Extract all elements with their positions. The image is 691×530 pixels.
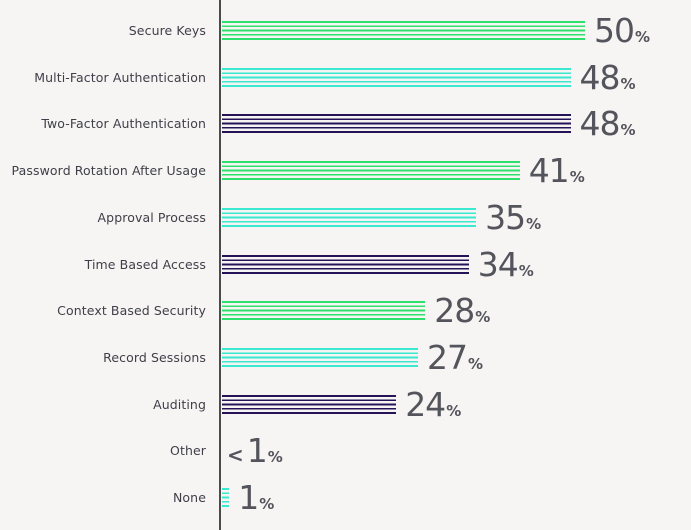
plot-area: 50%: [220, 14, 691, 47]
percent-sign: %: [635, 27, 651, 46]
chart-row: None 1%: [0, 474, 691, 521]
value-number: 34: [477, 244, 519, 284]
plot-area: 24%: [220, 388, 691, 421]
bar: [222, 348, 418, 367]
chart-row: Multi-Factor Authentication 48%: [0, 54, 691, 101]
value-label: 48%: [580, 107, 636, 140]
category-label: Two-Factor Authentication: [41, 116, 206, 132]
chart-row: Password Rotation After Usage 41%: [0, 147, 691, 194]
less-than-sign: <: [227, 443, 244, 468]
value-number: 41: [528, 151, 570, 191]
bar: [222, 114, 571, 134]
value-label: 28%: [434, 294, 490, 327]
percent-sign: %: [620, 121, 636, 140]
value-number: 27: [427, 338, 468, 377]
bar: [222, 488, 230, 508]
value-label: 48%: [580, 61, 636, 94]
bar: [222, 301, 426, 321]
category-label: Approval Process: [97, 209, 206, 225]
category-label: Context Based Security: [57, 303, 206, 319]
plot-area: 27%: [220, 341, 691, 374]
value-label: 35%: [485, 201, 541, 234]
bar: [222, 20, 585, 40]
value-label: 27%: [427, 341, 483, 374]
y-axis-line: [219, 0, 221, 530]
value-label: 1%: [238, 481, 274, 514]
category-label: Secure Keys: [128, 22, 206, 38]
value-number: 24: [405, 384, 446, 424]
category-label: Record Sessions: [103, 350, 206, 365]
category-label: Auditing: [153, 396, 206, 412]
plot-area: 48%: [220, 61, 691, 94]
plot-area: 41%: [220, 154, 691, 187]
chart-row: Time Based Access 34%: [0, 241, 691, 288]
percent-sign: %: [569, 168, 585, 187]
category-label: Other: [170, 443, 206, 459]
bar: [222, 67, 571, 87]
plot-area: <1%: [220, 434, 691, 467]
bar: [222, 394, 397, 414]
category-label: None: [172, 490, 206, 506]
category-label: Password Rotation After Usage: [11, 163, 206, 179]
plot-area: 34%: [220, 248, 691, 281]
chart-row: Auditing 24%: [0, 381, 691, 428]
category-label: Time Based Access: [84, 256, 206, 272]
chart-row: Two-Factor Authentication 48%: [0, 100, 691, 147]
value-number: 35: [485, 197, 526, 237]
percent-sign: %: [468, 355, 484, 373]
value-label: 50%: [594, 14, 650, 47]
percent-sign: %: [620, 74, 636, 93]
value-number: 28: [434, 291, 475, 331]
percent-sign: %: [267, 448, 283, 467]
plot-area: 28%: [220, 294, 691, 327]
bar: [222, 161, 520, 181]
plot-area: 1%: [220, 481, 691, 514]
value-number: 48: [579, 104, 621, 144]
value-label: 34%: [478, 248, 534, 281]
chart-row: Secure Keys 50%: [0, 7, 691, 54]
bar: [222, 207, 477, 227]
percent-sign: %: [259, 495, 275, 514]
percent-sign: %: [446, 401, 462, 420]
chart-row: Approval Process 35%: [0, 194, 691, 241]
value-label: 41%: [529, 154, 585, 187]
value-number: 1: [246, 431, 268, 471]
value-number: 1: [238, 478, 259, 518]
percent-sign: %: [518, 261, 534, 280]
value-label: 24%: [405, 388, 461, 421]
category-label: Multi-Factor Authentication: [34, 69, 206, 85]
percent-sign: %: [526, 214, 542, 233]
percent-sign: %: [475, 308, 491, 327]
plot-area: 48%: [220, 107, 691, 140]
chart-row: Other <1%: [0, 428, 691, 475]
value-number: 48: [579, 57, 621, 97]
chart-row: Record Sessions 27%: [0, 334, 691, 381]
plot-area: 35%: [220, 201, 691, 234]
value-label: <1%: [227, 434, 283, 467]
chart-row: Context Based Security 28%: [0, 287, 691, 334]
bar: [222, 254, 469, 274]
value-number: 50: [594, 10, 635, 50]
